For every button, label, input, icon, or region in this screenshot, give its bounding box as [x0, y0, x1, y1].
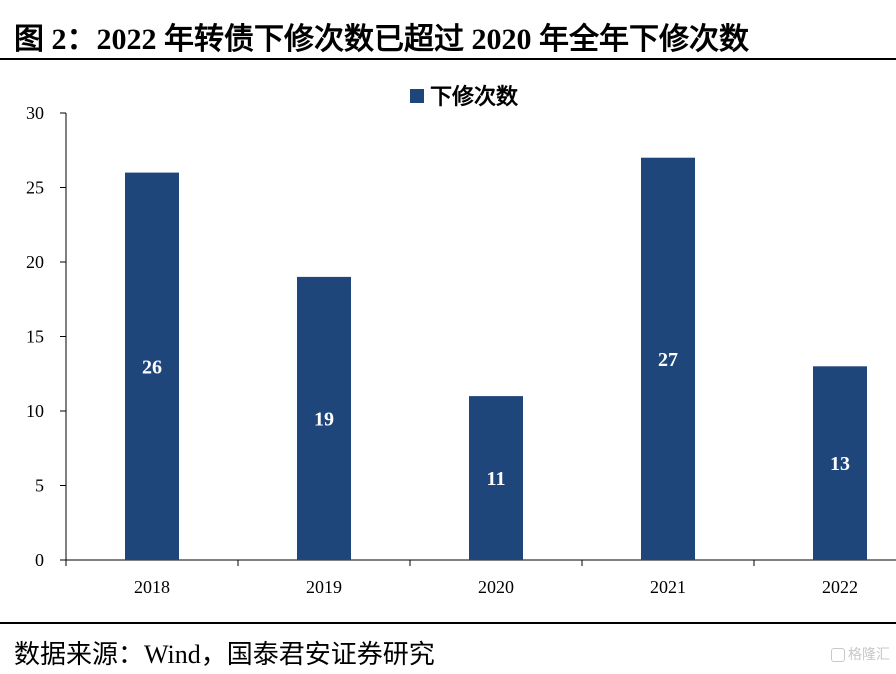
y-tick-label: 10: [26, 401, 44, 421]
source-note: 数据来源：Wind，国泰君安证券研究: [14, 640, 435, 669]
watermark: 格隆汇: [831, 644, 890, 664]
source-bar: 数据来源：Wind，国泰君安证券研究 格隆汇: [0, 622, 896, 674]
watermark-logo-icon: [831, 648, 845, 662]
bar: [641, 157, 695, 560]
data-label: 13: [830, 453, 850, 475]
x-tick-label: 2018: [134, 577, 170, 597]
x-tick-label: 2022: [822, 577, 858, 597]
data-label: 27: [658, 349, 678, 371]
bar: [125, 172, 179, 560]
y-tick-label: 5: [35, 476, 44, 496]
y-tick-label: 15: [26, 327, 44, 347]
title-bar: 图 2：2022 年转债下修次数已超过 2020 年全年下修次数: [0, 0, 896, 60]
bar-chart: 下修次数 0 5 10 15 20 25 30 2018 2019 2020 2021 2022 2…: [26, 84, 896, 597]
legend-label: 下修次数: [430, 84, 519, 110]
y-tick-label: 20: [26, 252, 44, 272]
x-tick-label: 2020: [478, 577, 514, 597]
x-tick-label: 2019: [306, 577, 342, 597]
bar: [297, 276, 351, 560]
x-tick-label: 2021: [650, 577, 686, 597]
bars: [125, 157, 867, 560]
data-label: 19: [314, 408, 334, 430]
data-labels: 26 19 11 27 13: [142, 349, 850, 490]
bar: [469, 396, 523, 560]
y-axis: 0 5 10 15 20 25 30: [26, 103, 67, 570]
watermark-text: 格隆汇: [848, 647, 890, 663]
bar: [813, 366, 867, 560]
y-tick-label: 30: [26, 103, 44, 123]
y-tick-label: 0: [35, 550, 44, 570]
figure-title: 图 2：2022 年转债下修次数已超过 2020 年全年下修次数: [14, 23, 749, 56]
data-label: 26: [142, 356, 162, 378]
x-axis: 2018 2019 2020 2021 2022: [65, 559, 896, 597]
legend-swatch: [410, 89, 424, 103]
data-label: 11: [487, 468, 506, 490]
legend: 下修次数: [410, 84, 519, 110]
y-tick-label: 25: [26, 178, 44, 198]
